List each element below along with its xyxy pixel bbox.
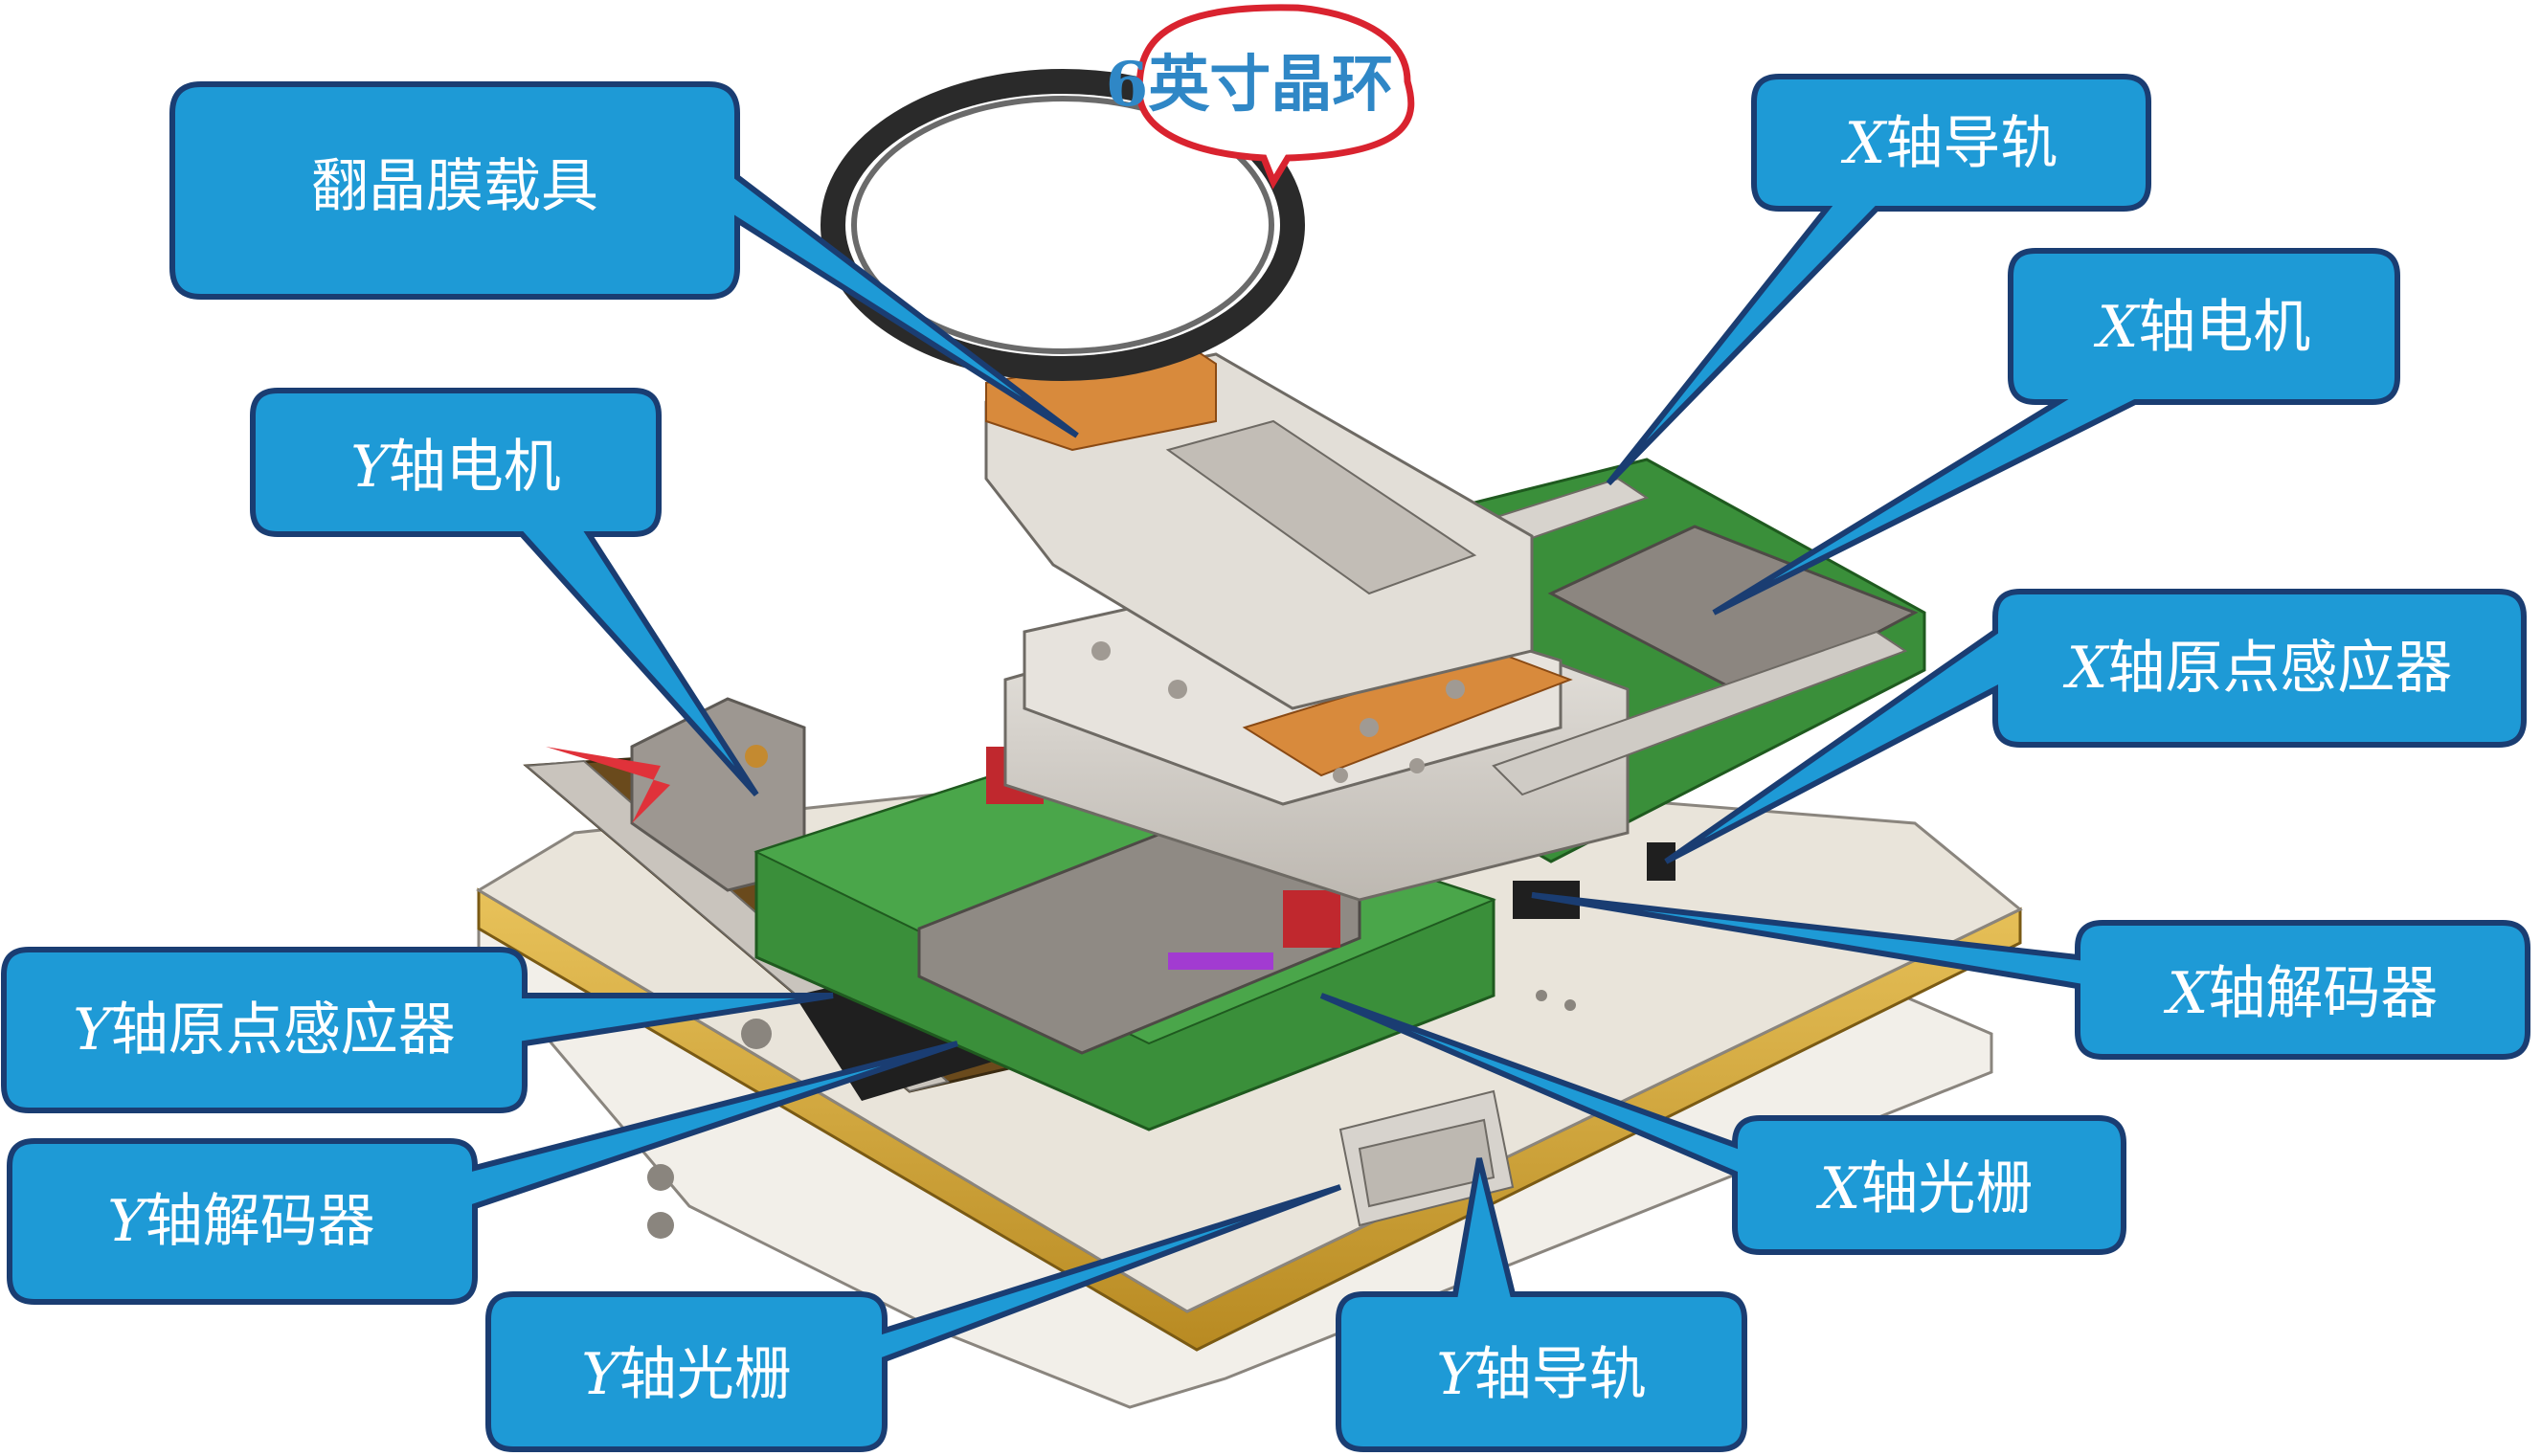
wafer-ring-tag: 6英寸晶环 xyxy=(1106,4,1415,190)
callout-x-origin: X轴原点感应器 xyxy=(1664,589,2527,864)
callout-film-carrier-box xyxy=(169,81,1079,438)
callout-x-grating-box xyxy=(1319,993,2126,1255)
x-rail-front xyxy=(1492,630,1908,796)
callout-x-decoder-axis: X xyxy=(2164,960,2211,1027)
red-flag xyxy=(546,747,670,823)
callout-y-grating-text: 轴光栅 xyxy=(619,1341,792,1408)
callout-x-grating-axis: X xyxy=(1816,1155,1863,1222)
y-motor-hole xyxy=(745,745,768,768)
callout-y-grating: Y轴光栅 xyxy=(485,1184,1342,1452)
callout-y-rail-label: Y轴导轨 xyxy=(1436,1341,1647,1408)
callout-y-origin-text: 轴原点感应器 xyxy=(111,997,456,1064)
purple-cable xyxy=(1168,952,1273,970)
callout-y-motor-text: 轴电机 xyxy=(389,434,561,501)
callout-x-grating-text: 轴光栅 xyxy=(1860,1155,2033,1222)
callout-y-rail: Y轴导轨 xyxy=(1336,1157,1747,1452)
callout-y-origin-box xyxy=(1,947,834,1113)
callout-y-decoder-text: 轴解码器 xyxy=(146,1188,375,1255)
red-block-2 xyxy=(1283,890,1340,948)
callout-y-origin-label: Y轴原点感应器 xyxy=(73,997,456,1064)
callout-y-decoder: Y轴解码器 xyxy=(7,1041,958,1305)
callout-x-origin-axis: X xyxy=(2063,635,2110,702)
callout-x-decoder-box xyxy=(1531,892,2530,1060)
bracket-arm xyxy=(984,352,1534,710)
wafer-ring-tag-text: 6英寸晶环 xyxy=(1106,49,1394,121)
callout-x-grating-label: X轴光栅 xyxy=(1816,1155,2034,1222)
callout-y-decoder-axis: Y xyxy=(107,1188,150,1255)
callout-y-rail-axis: Y xyxy=(1436,1341,1479,1408)
callout-x-motor-text: 轴电机 xyxy=(2138,294,2310,361)
callout-x-motor-axis: X xyxy=(2094,294,2141,361)
callout-x-rail-text: 轴导轨 xyxy=(1885,110,2058,177)
callout-x-origin-box xyxy=(1664,589,2527,864)
platform-holes xyxy=(1091,641,1465,783)
callout-x-motor-label: X轴电机 xyxy=(2094,294,2311,361)
callout-x-grating: X轴光栅 xyxy=(1319,993,2126,1255)
callout-x-rail: X轴导轨 xyxy=(1606,74,2151,486)
bracket-recess xyxy=(1165,419,1477,595)
callout-film-carrier: 翻晶膜载具 xyxy=(169,81,1079,438)
callout-y-motor-axis: Y xyxy=(350,434,394,501)
wafer-ring-inner xyxy=(851,96,1274,354)
callout-x-motor: X轴电机 xyxy=(1712,248,2400,616)
callout-x-rail-label: X轴导轨 xyxy=(1841,110,2058,177)
callout-y-grating-box xyxy=(485,1184,1342,1452)
callout-film-carrier-label: 翻晶膜载具 xyxy=(311,153,598,220)
baseplate-slots xyxy=(647,990,1576,1239)
callout-y-decoder-box xyxy=(7,1041,958,1305)
callout-x-motor-box xyxy=(1712,248,2400,616)
callout-x-decoder-text: 轴解码器 xyxy=(2208,960,2438,1027)
callout-y-origin-axis: Y xyxy=(73,997,116,1064)
callout-y-motor: Y轴电机 xyxy=(250,388,759,797)
callout-y-decoder-label: Y轴解码器 xyxy=(107,1188,375,1255)
callout-y-grating-label: Y轴光栅 xyxy=(581,1341,792,1408)
callout-y-rail-text: 轴导轨 xyxy=(1474,1341,1647,1408)
callout-x-origin-label: X轴原点感应器 xyxy=(2063,635,2453,702)
callout-y-grating-axis: Y xyxy=(581,1341,624,1408)
callout-x-decoder: X轴解码器 xyxy=(1531,892,2530,1060)
callout-x-rail-box xyxy=(1606,74,2151,486)
callout-x-origin-text: 轴原点感应器 xyxy=(2107,635,2452,702)
callout-y-motor-box xyxy=(250,388,759,797)
tag-oval-outline xyxy=(1136,4,1415,190)
wafer-ring xyxy=(821,69,1305,381)
callout-y-rail-box xyxy=(1336,1157,1747,1452)
callout-y-origin: Y轴原点感应器 xyxy=(1,947,834,1113)
callout-x-decoder-label: X轴解码器 xyxy=(2164,960,2439,1027)
callout-x-rail-axis: X xyxy=(1841,110,1888,177)
callout-y-motor-label: Y轴电机 xyxy=(350,434,561,501)
y-guide-block xyxy=(1358,1118,1495,1208)
